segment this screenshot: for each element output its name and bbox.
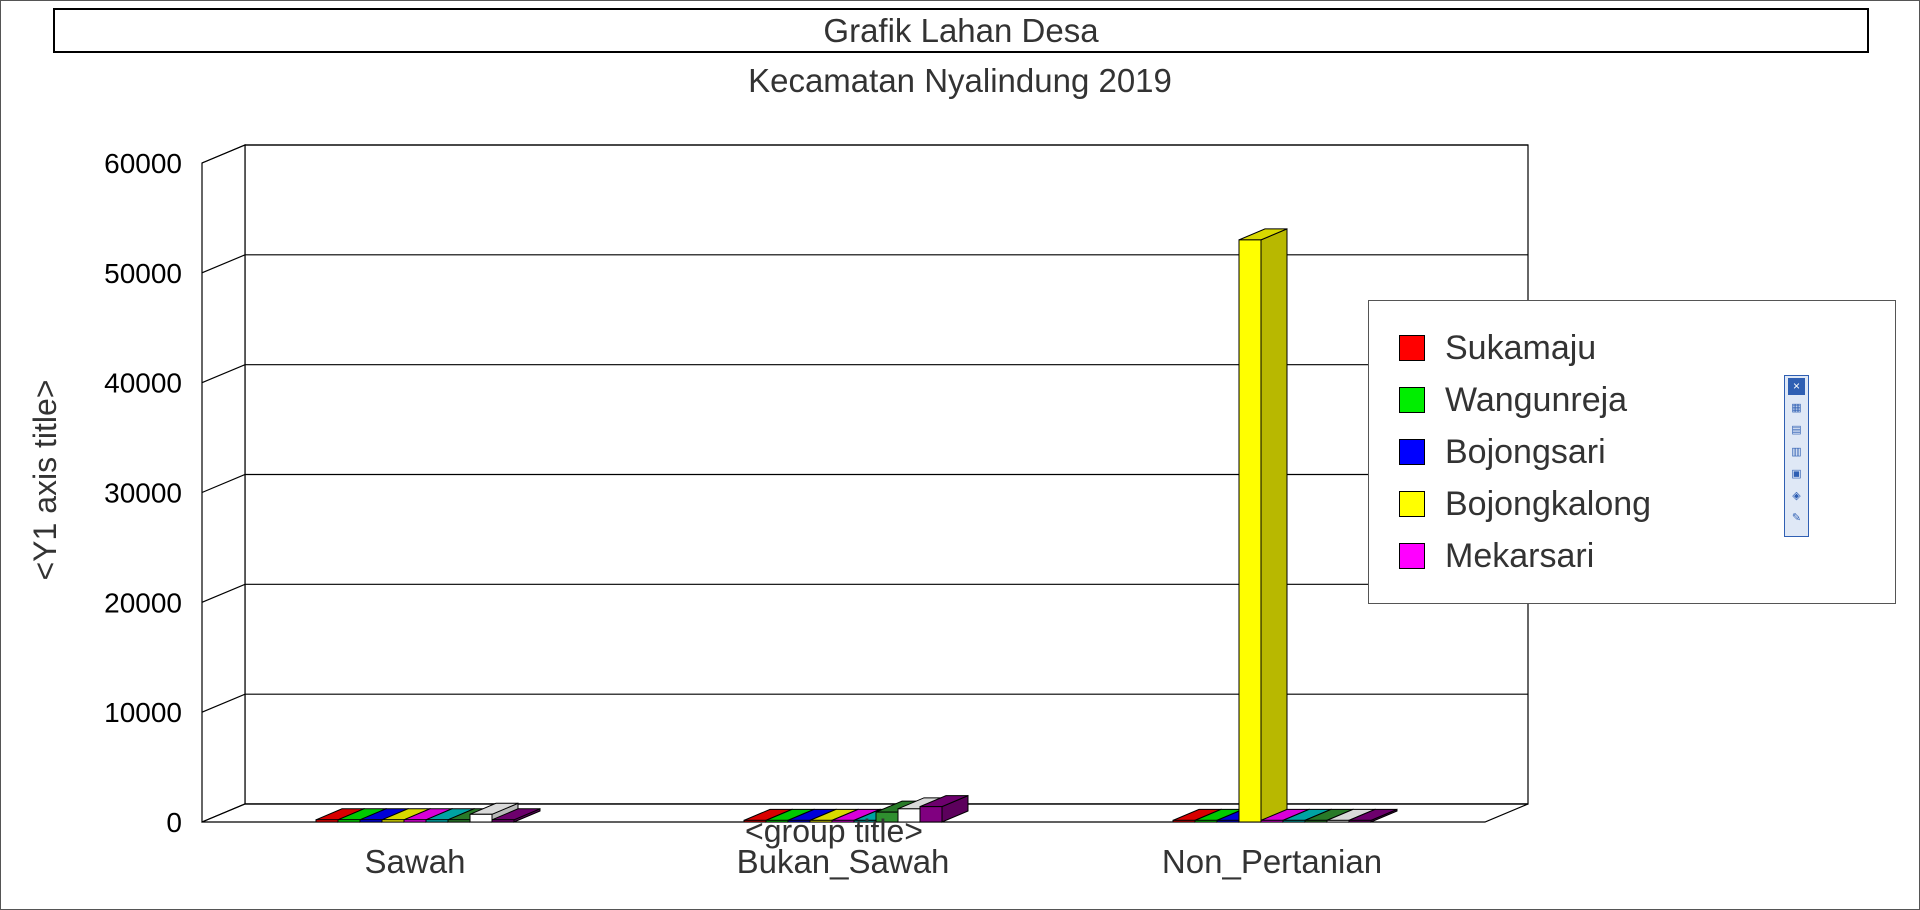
y-axis-title: <Y1 axis title> bbox=[27, 380, 63, 581]
close-icon[interactable]: × bbox=[1788, 378, 1805, 395]
y-tick-label: 40000 bbox=[104, 368, 182, 399]
legend-label: Mekarsari bbox=[1445, 536, 1595, 575]
bar bbox=[1216, 819, 1240, 823]
y-tick-label: 60000 bbox=[104, 148, 182, 179]
copy-icon[interactable]: ▤ bbox=[1791, 424, 1802, 436]
bar bbox=[447, 819, 471, 823]
legend-swatch bbox=[1399, 335, 1425, 361]
bar bbox=[469, 813, 493, 823]
bar bbox=[359, 819, 383, 823]
legend-item: Mekarsari bbox=[1399, 536, 1594, 576]
gridline bbox=[201, 144, 1528, 164]
y-tick-label: 30000 bbox=[104, 478, 182, 509]
edit-icon[interactable]: ✎ bbox=[1791, 512, 1802, 524]
paste-icon[interactable]: ▥ bbox=[1791, 446, 1802, 458]
bar bbox=[1282, 819, 1306, 823]
chart-toolbar: × ▦ ▤ ▥ ▣ ◈ ✎ bbox=[1784, 375, 1809, 537]
bar bbox=[1326, 819, 1350, 823]
gridline bbox=[201, 583, 1528, 603]
legend-swatch bbox=[1399, 543, 1425, 569]
legend-label: Bojongkalong bbox=[1445, 484, 1652, 523]
legend-label: Wangunreja bbox=[1445, 380, 1628, 419]
legend-swatch bbox=[1399, 439, 1425, 465]
bar bbox=[1304, 819, 1328, 823]
y-tick-label: 20000 bbox=[104, 587, 182, 618]
chart-legend: Sukamaju Wangunreja Bojongsari Bojongkalong… bbox=[1368, 300, 1896, 604]
y-tick-label: 0 bbox=[166, 807, 182, 838]
x-tick-label: Bukan_Sawah bbox=[737, 843, 950, 880]
legend-label: Bojongsari bbox=[1445, 432, 1606, 471]
chart-title-text: Grafik Lahan Desa bbox=[823, 11, 1099, 49]
bar bbox=[919, 806, 943, 823]
gridline bbox=[201, 803, 1528, 823]
bar bbox=[337, 819, 361, 823]
gridline bbox=[201, 254, 1528, 274]
x-axis-title: <group title> bbox=[745, 813, 923, 849]
y-tick-label: 50000 bbox=[104, 258, 182, 289]
bar bbox=[1194, 819, 1218, 823]
y-tick-label: 10000 bbox=[104, 697, 182, 728]
legend-item: Bojongsari bbox=[1399, 432, 1606, 472]
bar bbox=[491, 819, 515, 823]
chart-subtitle: Kecamatan Nyalindung 2019 bbox=[748, 62, 1172, 99]
bar-side bbox=[1260, 228, 1288, 823]
chart-title: Grafik Lahan Desa bbox=[53, 8, 1869, 53]
export-icon[interactable]: ▣ bbox=[1791, 468, 1802, 480]
bar bbox=[1238, 239, 1262, 823]
legend-item: Sukamaju bbox=[1399, 328, 1596, 368]
x-tick-label: Sawah bbox=[365, 843, 466, 880]
gridline bbox=[201, 364, 1528, 384]
bar bbox=[1172, 819, 1196, 823]
properties-icon[interactable]: ▦ bbox=[1791, 402, 1802, 414]
bar bbox=[1348, 819, 1372, 823]
bar bbox=[403, 819, 427, 823]
print-icon[interactable]: ◈ bbox=[1792, 490, 1801, 502]
legend-item: Bojongkalong bbox=[1399, 484, 1651, 524]
gridline bbox=[201, 693, 1528, 713]
bar bbox=[1260, 819, 1284, 823]
bar bbox=[381, 819, 405, 823]
bar bbox=[425, 819, 449, 823]
legend-label: Sukamaju bbox=[1445, 328, 1597, 367]
legend-swatch bbox=[1399, 387, 1425, 413]
x-tick-label: Non_Pertanian bbox=[1162, 843, 1382, 880]
gridline bbox=[201, 473, 1528, 494]
legend-swatch bbox=[1399, 491, 1425, 517]
legend-item: Wangunreja bbox=[1399, 380, 1627, 420]
bar bbox=[315, 819, 339, 823]
